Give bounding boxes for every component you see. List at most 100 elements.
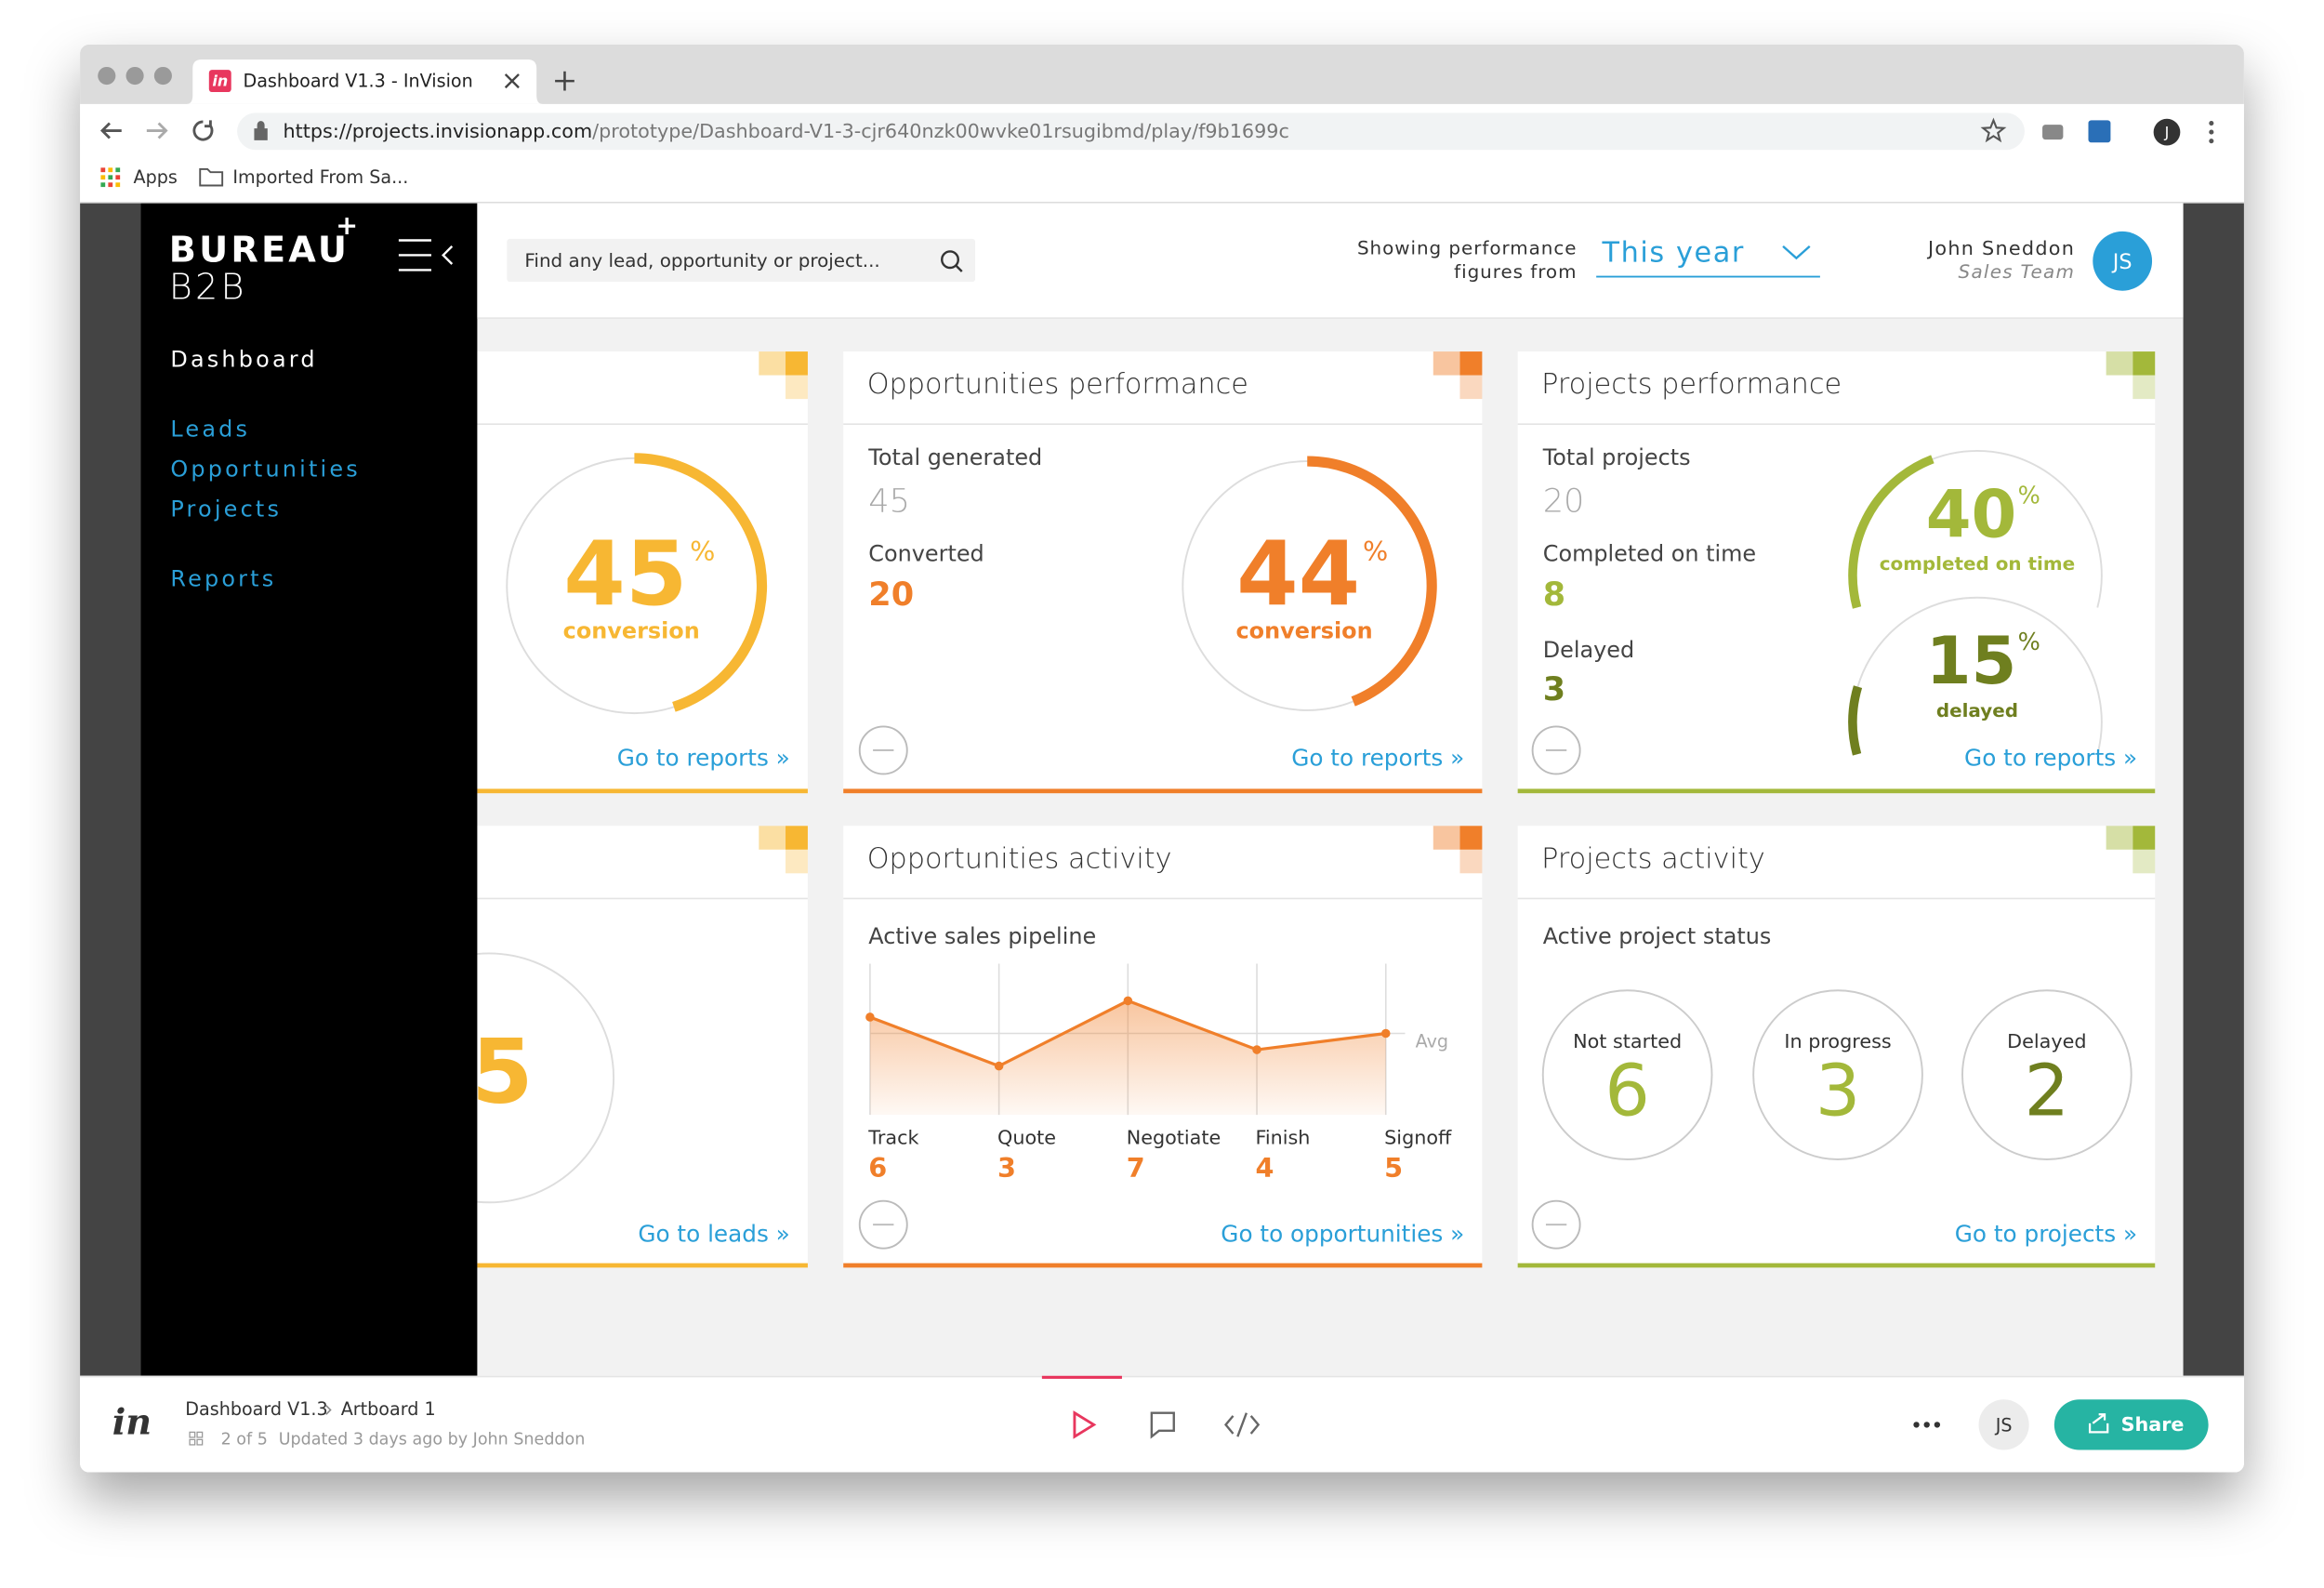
preview-mode[interactable] xyxy=(1073,1410,1097,1439)
nav-item[interactable]: Opportunities xyxy=(170,457,361,483)
metric-value: 45 xyxy=(868,483,910,521)
gauge-arc xyxy=(634,453,768,712)
card-link[interactable]: Go to leads » xyxy=(638,1220,789,1247)
stage-value: 7 xyxy=(1127,1152,1145,1184)
gauge-unit: % xyxy=(2018,629,2040,656)
breadcrumb-chevron xyxy=(325,1405,332,1415)
card: 45 % conversion Go to reports » xyxy=(477,351,808,794)
apps-icon-dot xyxy=(115,182,121,188)
window-control[interactable] xyxy=(125,66,144,86)
bookmark[interactable]: Imported From Sa... xyxy=(232,166,408,188)
bookmark[interactable]: Apps xyxy=(133,166,177,188)
extension-icon[interactable] xyxy=(2088,120,2111,143)
pipeline-point xyxy=(1252,1045,1261,1054)
stat-ring xyxy=(477,952,614,1204)
period-select[interactable]: This year xyxy=(1602,236,1745,269)
status-ring xyxy=(1961,989,2133,1160)
corner-decoration xyxy=(786,351,808,376)
search-box[interactable] xyxy=(507,238,976,283)
nav-item[interactable]: Leads xyxy=(170,417,250,443)
logo-plus: + xyxy=(336,209,358,241)
status-value: 3 xyxy=(1816,1050,1861,1132)
more-dot[interactable] xyxy=(1934,1422,1941,1428)
card-link[interactable]: Go to reports » xyxy=(617,745,790,772)
stage-value: 6 xyxy=(868,1152,887,1184)
status-label: Not started xyxy=(1573,1030,1682,1052)
period-label: Showing performance xyxy=(1357,238,1577,259)
tab-icon xyxy=(208,70,231,93)
apps-icon-dot xyxy=(100,175,106,180)
stat-value: 5 xyxy=(471,1020,534,1124)
corner-decoration xyxy=(2133,375,2156,400)
window-control[interactable] xyxy=(98,66,116,86)
status-value: 2 xyxy=(2025,1050,2070,1132)
tab[interactable] xyxy=(186,59,543,104)
forward-button[interactable] xyxy=(146,122,168,139)
card-link[interactable]: Go to projects » xyxy=(1955,1220,2137,1247)
nav-item[interactable]: Dashboard xyxy=(170,347,317,373)
metric-value: 8 xyxy=(1543,576,1565,614)
url: https://projects.invisionapp.com/prototy… xyxy=(284,120,1289,142)
stage-label: Negotiate xyxy=(1127,1127,1221,1149)
more-dot[interactable] xyxy=(1913,1422,1920,1428)
updated-info: Updated 3 days ago by John Sneddon xyxy=(279,1430,586,1449)
artboard-name[interactable]: Artboard 1 xyxy=(341,1398,436,1420)
share-button[interactable] xyxy=(2053,1399,2209,1450)
folder-icon xyxy=(199,168,224,187)
reload-button[interactable] xyxy=(192,120,214,141)
back-button[interactable] xyxy=(99,122,122,139)
corner-decoration xyxy=(2133,351,2156,376)
user-initials: JS xyxy=(2111,250,2133,274)
user-avatar[interactable] xyxy=(2093,231,2153,291)
status-label: Delayed xyxy=(2007,1030,2086,1052)
metric-label: Delayed xyxy=(1543,637,1634,663)
url-host: https://projects.invisionapp.com xyxy=(284,120,593,142)
url-path: /prototype/Dashboard-V1-3-cjr640nzk00wvk… xyxy=(592,120,1289,142)
card-accent-bar xyxy=(843,788,1483,794)
gauge-value: 45 xyxy=(563,522,687,626)
stage-value: 5 xyxy=(1384,1152,1403,1184)
pipeline-point xyxy=(994,1061,1004,1071)
star-icon[interactable] xyxy=(1980,117,2007,143)
gauge-unit: % xyxy=(1363,536,1388,567)
address-bar[interactable] xyxy=(237,112,2025,151)
card-link[interactable]: Go to reports » xyxy=(1291,745,1464,772)
profile-avatar[interactable] xyxy=(2153,118,2181,146)
menu-toggle[interactable] xyxy=(398,239,454,271)
pages-icon xyxy=(189,1431,196,1438)
card: Opportunities activity Active sales pipel… xyxy=(843,826,1483,1268)
corner-decoration xyxy=(1459,849,1483,874)
corner-decoration xyxy=(2133,826,2156,850)
status-value: 6 xyxy=(1604,1050,1650,1132)
invision-logo: in xyxy=(112,1401,152,1443)
gauge-value: 44 xyxy=(1236,522,1360,626)
corner-decoration xyxy=(1433,826,1460,850)
card-accent-bar xyxy=(1517,788,2156,794)
card-accent-bar xyxy=(843,1263,1483,1268)
status-ring xyxy=(1752,989,1923,1160)
card-title: Opportunities performance xyxy=(867,368,1248,401)
apps-icon-dot xyxy=(108,182,113,188)
tab-close[interactable] xyxy=(504,73,520,89)
comment-mode[interactable] xyxy=(1150,1411,1175,1439)
corner-decoration xyxy=(2106,351,2133,376)
window-control[interactable] xyxy=(153,66,172,86)
card-link[interactable]: Go to opportunities » xyxy=(1221,1220,1464,1247)
camera-icon[interactable] xyxy=(2042,125,2064,140)
more-dot[interactable] xyxy=(1923,1422,1930,1428)
corner-decoration xyxy=(1459,375,1483,400)
card: Opportunities performance Total generated… xyxy=(843,351,1483,794)
card-link[interactable]: Go to reports » xyxy=(1964,745,2137,772)
gauge-track xyxy=(1852,596,2103,755)
stage-value: 3 xyxy=(997,1152,1016,1184)
profile-initial: J xyxy=(2164,123,2170,140)
nav-item[interactable]: Reports xyxy=(170,566,276,592)
footer-avatar[interactable] xyxy=(1978,1399,2029,1450)
project-name[interactable]: Dashboard V1.3 xyxy=(185,1398,327,1420)
new-tab[interactable] xyxy=(555,71,574,91)
active-mode-indicator xyxy=(1041,1375,1122,1379)
gauge-label: conversion xyxy=(1236,617,1373,643)
inspect-mode[interactable] xyxy=(1224,1412,1261,1437)
nav-item[interactable]: Projects xyxy=(170,496,282,523)
apps-icon-dot xyxy=(115,167,121,173)
